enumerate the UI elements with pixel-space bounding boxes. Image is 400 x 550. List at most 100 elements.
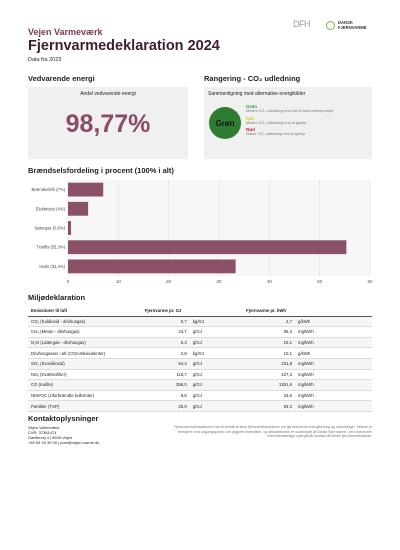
table-cell: g/GJ xyxy=(189,390,244,402)
renewable-box xyxy=(28,87,188,159)
table-cell: CH₄ (Metan - drivhusgas) xyxy=(28,326,142,338)
x-tick-label: 40 xyxy=(267,279,273,284)
bar xyxy=(68,182,104,197)
legend-text: Større CO₂ udledning end et gasfyr xyxy=(246,132,306,136)
contact-lines: Vejen Varmeværk CVR: 37361474 Gørtlervej 4… xyxy=(28,425,99,445)
x-tick-label: 10 xyxy=(116,279,122,284)
badge: Grøn xyxy=(209,107,241,139)
table-cell: g/GJ xyxy=(189,400,244,412)
org: Vejen Varmeværk xyxy=(28,27,103,37)
table-cell: CO (Kulilte) xyxy=(28,379,142,391)
header-cell: Fjernvarme pr. GJ xyxy=(141,306,244,317)
table-cell: 2,7 xyxy=(243,316,295,328)
box-title: Andel vedvarende energi xyxy=(80,91,136,97)
subtitle: Data fra 2023 xyxy=(28,57,62,63)
x-tick-label: 20 xyxy=(166,279,172,284)
table-cell: 9,6 xyxy=(141,390,190,402)
table-cell: g/GJ xyxy=(189,369,244,381)
table-cell: N₂O (Lattergas - drivhusgas) xyxy=(28,337,142,349)
bar xyxy=(68,201,89,216)
table-cell: g/GJ xyxy=(189,358,244,370)
table-cell: mg/kWh xyxy=(295,379,372,391)
table-cell: Partikler (TSP) xyxy=(28,400,142,412)
legend-label: Rød xyxy=(246,127,255,132)
section-heading: Rangering - CO₂ udledning xyxy=(204,74,301,83)
table-cell: 5,3 xyxy=(141,337,190,349)
table-cell: 10,1 xyxy=(243,347,295,359)
table-cell: g/GJ xyxy=(189,379,244,391)
chart-title: Brændselsfordeling i procent (100% i alt… xyxy=(28,166,174,175)
x-tick-label: 30 xyxy=(216,279,222,284)
bar xyxy=(68,259,236,274)
header-cell: Fjernvarme pr. kWh xyxy=(243,306,372,317)
note: Fjernvarmedeklarationen har til formål a… xyxy=(174,425,372,439)
table-cell: mg/kWh xyxy=(295,358,372,370)
logo-icon xyxy=(326,21,335,30)
table-row: CO₂ (Kuldioxid - drivhusgas) 0,7 kg/GJ 2,7 g… xyxy=(28,316,372,328)
table-cell: kg/GJ xyxy=(189,316,244,328)
y-tick-label: Naturgas (0,6%) xyxy=(35,226,66,231)
title: Fjernvarmedeklaration 2024 xyxy=(28,38,220,54)
table-cell: mg/kWh xyxy=(295,369,372,381)
table-cell: mg/kWh xyxy=(295,390,372,402)
x-tick-label: 60 xyxy=(367,279,373,284)
table-cell: 93,2 xyxy=(243,400,295,412)
table-cell: 34,6 xyxy=(243,390,295,402)
contact-line: Gørtlervej 4 | 6600 Vejen xyxy=(28,435,73,440)
table-cell: g/GJ xyxy=(189,326,244,338)
bar xyxy=(68,221,72,235)
renewable-value: 98,77% xyxy=(65,110,151,138)
legend-label: Grøn xyxy=(246,104,257,109)
table-cell: 427,3 xyxy=(243,369,295,381)
table-cell: NOₓ (Kvælstofilter) xyxy=(28,369,142,381)
table-row: NOₓ (Kvælstofilter) 118,7 g/GJ 427,3 mg/kWh xyxy=(28,369,372,381)
section-heading: Vedvarende energi xyxy=(28,74,95,83)
table-cell: kg/GJ xyxy=(189,347,244,359)
logo-left: DFH xyxy=(293,19,311,29)
table-cell: CO₂ (Kuldioxid - drivhusgas) xyxy=(28,316,142,328)
y-tick-label: Brændselsfri (7%) xyxy=(31,187,65,192)
y-tick-label: Træflis (55,3%) xyxy=(37,245,66,250)
table-cell: g/kWh xyxy=(295,316,372,328)
table-header: Emissioner til luft Fjernvarme pr. GJ Fjer… xyxy=(28,306,372,317)
header-cell: Emissioner til luft xyxy=(28,306,142,317)
table-cell: 2,8 xyxy=(141,347,190,359)
legend-text: Mindre CO₂ udledning end luft til vand v… xyxy=(246,109,334,113)
section-heading: Miljødeklaration xyxy=(28,293,86,302)
contact-line: +45 69 15 39 00 | post@vejen-varme.dk xyxy=(28,440,100,445)
table-row: CH₄ (Metan - drivhusgas) 23,7 g/GJ 85,3 mg/k… xyxy=(28,326,372,338)
table-cell: 85,3 xyxy=(243,326,295,338)
table-row: Partikler (TSP) 25,9 g/GJ 93,2 mg/kWh xyxy=(28,400,372,412)
emission-table: Emissioner til luft Fjernvarme pr. GJ Fjer… xyxy=(28,306,372,412)
chart: 0 10 20 30 40 50 60 Brændselsfri (7%) Elektricit… xyxy=(31,180,373,284)
table-cell: Drivhusgasser i alt (CO2-ækvivalenter) xyxy=(28,347,142,359)
table-cell: g/kWh xyxy=(295,347,372,359)
bar xyxy=(68,240,347,255)
table-row: NMVOC (Uforbrændte kulbrinter) 9,6 g/GJ 34,… xyxy=(28,390,372,402)
table-cell: mg/kWh xyxy=(295,337,372,349)
ranking-legend: Grøn Mindre CO₂ udledning end luft til va… xyxy=(246,104,370,139)
table-cell: 64,4 xyxy=(141,358,190,370)
table-cell: 231,8 xyxy=(243,358,295,370)
table-row: CO (Kulilte) 356,0 g/GJ 1281,6 mg/kWh xyxy=(28,379,372,391)
table-cell: g/GJ xyxy=(189,337,244,349)
table-cell: mg/kWh xyxy=(295,326,372,338)
table-cell: 1281,6 xyxy=(243,379,295,391)
table-row: Drivhusgasser i alt (CO2-ækvivalenter) 2,… xyxy=(28,347,372,359)
contact-line: Vejen Varmeværk xyxy=(28,425,60,430)
legend-label: Gul xyxy=(246,115,254,121)
table-cell: 356,0 xyxy=(141,379,190,391)
table-cell: 118,7 xyxy=(141,369,190,381)
table-cell: 25,9 xyxy=(141,400,190,412)
section-heading: Kontaktoplysninger xyxy=(28,414,99,423)
y-tick-label: Halm (33,3%) xyxy=(39,264,65,269)
table-cell: SO₂ (Svovldioxid) xyxy=(28,358,142,370)
legend-text: Mindre CO₂ udledning end et gasfyr xyxy=(246,120,307,125)
logo-right: DANSK FJERNVARME xyxy=(338,20,367,30)
table-row: SO₂ (Svovldioxid) 64,4 g/GJ 231,8 mg/kWh xyxy=(28,358,372,370)
table-row: N₂O (Lattergas - drivhusgas) 5,3 g/GJ 19,1 m… xyxy=(28,337,372,349)
table-cell: NMVOC (Uforbrændte kulbrinter) xyxy=(28,390,142,402)
contact-line: CVR: 37361474 xyxy=(28,430,57,435)
y-tick-label: Elektricitet (4%) xyxy=(36,206,66,211)
